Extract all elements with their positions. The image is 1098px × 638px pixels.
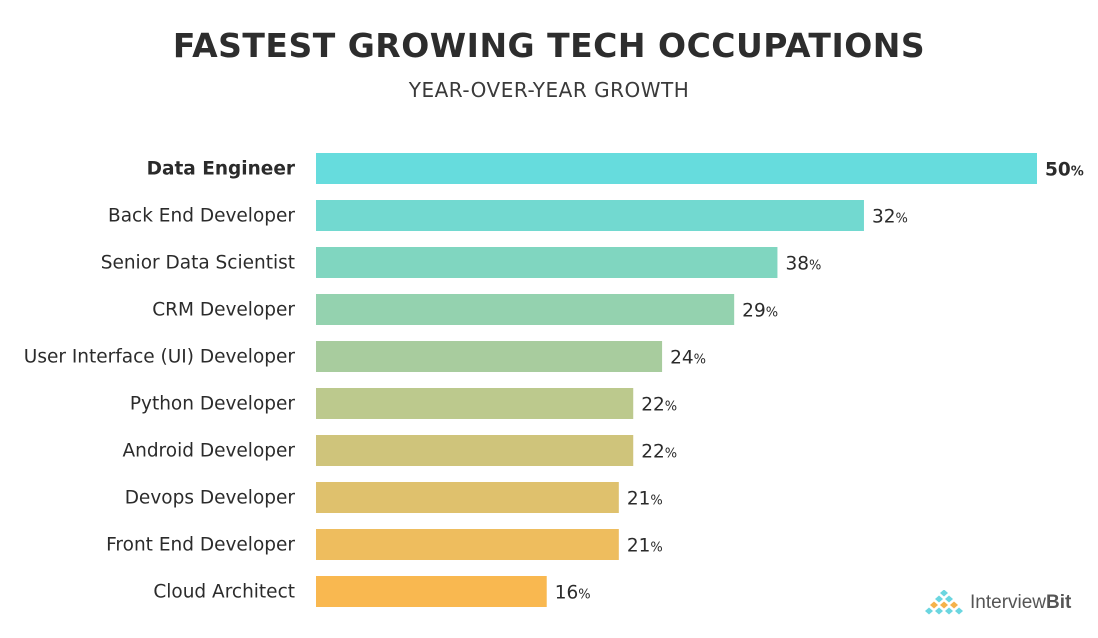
category-label: User Interface (UI) Developer — [24, 347, 296, 368]
logo-diamond — [930, 601, 938, 609]
category-label: Back End Developer — [108, 206, 295, 227]
bar — [316, 153, 1037, 184]
category-label: Front End Developer — [106, 535, 295, 556]
data-label: 32% — [872, 207, 908, 228]
category-label: Senior Data Scientist — [101, 253, 295, 274]
category-label: CRM Developer — [152, 300, 295, 321]
data-label-unit: % — [896, 212, 908, 227]
data-label: 38% — [785, 254, 821, 275]
data-label-unit: % — [665, 447, 677, 462]
data-label-unit: % — [1071, 165, 1084, 180]
category-label: Cloud Architect — [153, 582, 295, 603]
bar — [316, 247, 778, 278]
logo-text-bold: Bit — [1046, 592, 1072, 613]
bar — [316, 200, 864, 231]
data-label: 22% — [641, 442, 677, 463]
bar — [316, 576, 547, 607]
data-label: 16% — [555, 583, 591, 604]
logo-diamond — [940, 590, 948, 597]
data-label-unit: % — [650, 494, 662, 509]
data-label-unit: % — [694, 353, 706, 368]
logo-diamond — [935, 595, 943, 603]
data-label-unit: % — [809, 259, 821, 274]
bar — [316, 435, 634, 466]
logo-diamond — [955, 607, 963, 615]
data-label: 22% — [641, 395, 677, 416]
chart-subtitle: YEAR-OVER-YEAR GROWTH — [408, 78, 690, 102]
bar — [316, 482, 619, 513]
bar — [316, 529, 619, 560]
logo-diamond — [945, 607, 953, 615]
category-label: Python Developer — [130, 394, 296, 415]
logo-diamond — [925, 607, 933, 615]
bar — [316, 388, 634, 419]
interviewbit-logo: InterviewBit — [922, 590, 1071, 616]
logo-diamond — [940, 601, 948, 609]
logo-diamond — [935, 607, 943, 615]
data-label: 24% — [670, 348, 706, 369]
logo-diamond — [950, 601, 958, 609]
data-label: 21% — [627, 536, 663, 557]
data-label-unit: % — [665, 400, 677, 415]
bar — [316, 294, 735, 325]
data-label-unit: % — [766, 306, 778, 321]
chart-title: FASTEST GROWING TECH OCCUPATIONS — [172, 26, 926, 65]
logo-text: InterviewBit — [970, 592, 1071, 614]
data-label-unit: % — [650, 541, 662, 556]
category-label: Android Developer — [122, 441, 295, 462]
category-label: Data Engineer — [147, 159, 296, 180]
category-label: Devops Developer — [125, 488, 296, 509]
data-label-unit: % — [578, 588, 590, 603]
bar — [316, 341, 663, 372]
logo-diamond-icon — [925, 590, 963, 615]
data-label: 21% — [627, 489, 663, 510]
data-label: 29% — [742, 301, 778, 322]
logo-diamond — [945, 595, 953, 603]
data-label: 50% — [1045, 160, 1084, 181]
logo-text-regular: Interview — [970, 592, 1047, 613]
